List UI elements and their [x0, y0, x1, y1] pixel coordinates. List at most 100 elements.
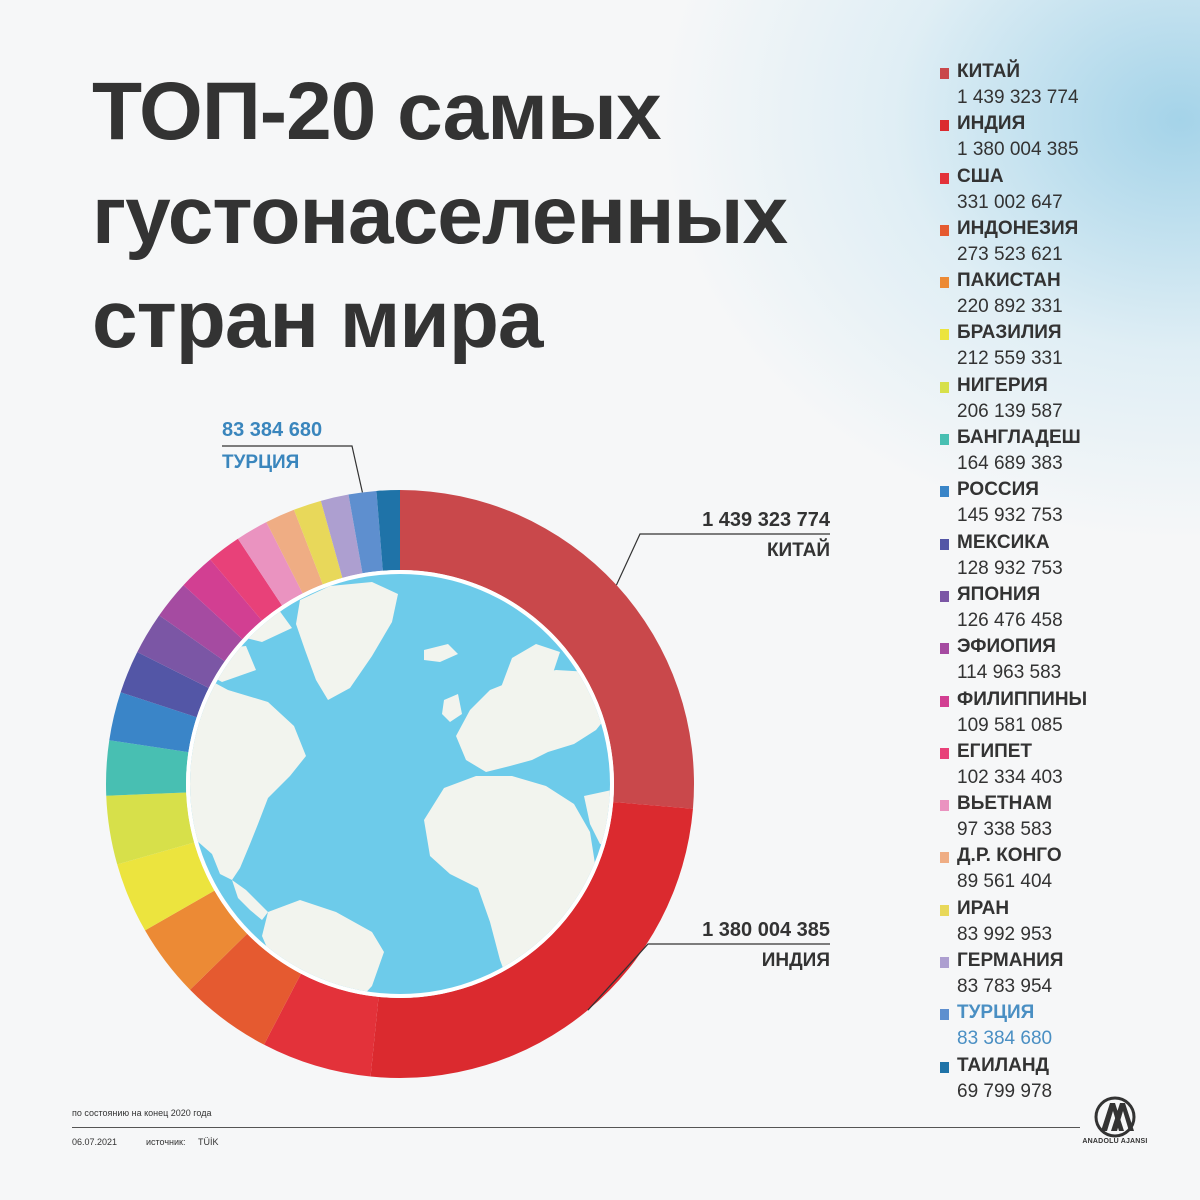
- callout-country-name: ТУРЦИЯ: [222, 452, 299, 473]
- legend-country-name: НИГЕРИЯ: [957, 374, 1048, 396]
- donut-slice-18: [320, 494, 363, 578]
- legend-population-value: 69 799 978: [957, 1080, 1053, 1102]
- legend-population-value: 206 139 587: [957, 400, 1063, 422]
- legend-population-value: 128 932 753: [957, 557, 1063, 579]
- donut-slice-20: [376, 490, 400, 571]
- legend-country-name: РОССИЯ: [957, 479, 1039, 501]
- legend-item: США 331 002 647: [940, 165, 1190, 217]
- callout-leader-line: [587, 943, 830, 1011]
- donut-slice-11: [137, 615, 225, 688]
- legend-country-name: БАНГЛАДЕШ: [957, 427, 1081, 449]
- legend-population-value: 102 334 403: [957, 766, 1063, 788]
- legend-swatch: [940, 486, 949, 498]
- legend-country-name: ЭФИОПИЯ: [957, 636, 1056, 658]
- legend-swatch: [940, 747, 949, 759]
- donut-slice-8: [105, 740, 189, 796]
- donut-slice-10: [120, 652, 209, 718]
- callouts: 1 439 323 774 КИТАЙ 1 380 004 385 ИНДИЯ 83 3…: [222, 419, 831, 1011]
- legend-population-value: 83 783 954: [957, 976, 1053, 998]
- footer-divider: [72, 1127, 1080, 1128]
- legend-population-value: 331 002 647: [957, 191, 1063, 213]
- donut-slice-2: [370, 802, 693, 1078]
- legend-population-value: 109 581 085: [957, 714, 1063, 736]
- legend-country-name: ФИЛИППИНЫ: [957, 688, 1088, 710]
- legend-population-value: 1 380 004 385: [957, 139, 1079, 161]
- legend-population-value: 89 561 404: [957, 871, 1053, 893]
- donut-chart: 1 439 323 774 КИТАЙ 1 380 004 385 ИНДИЯ 83 3…: [0, 400, 920, 1120]
- legend-country-name: ЕГИПЕТ: [957, 740, 1033, 762]
- legend-item: ИНДИЯ 1 380 004 385: [940, 112, 1190, 164]
- donut-slice-9: [109, 692, 197, 753]
- legend-country-name: ГЕРМАНИЯ: [957, 950, 1064, 972]
- footer-date: 06.07.2021: [72, 1137, 118, 1147]
- legend-population-value: 273 523 621: [957, 243, 1063, 265]
- legend-population-value: 97 338 583: [957, 819, 1053, 841]
- legend-item: ЭФИОПИЯ 114 963 583: [940, 635, 1190, 687]
- legend-country-name: ИНДИЯ: [957, 113, 1026, 135]
- legend-population-value: 114 963 583: [957, 662, 1062, 684]
- logo-text: ANADOLU AJANSI: [1082, 1138, 1148, 1145]
- callout-leader-line: [222, 445, 363, 493]
- legend-item: ВЬЕТНАМ 97 338 583: [940, 792, 1190, 844]
- legend-country-name: ЯПОНИЯ: [957, 583, 1041, 605]
- legend-swatch: [940, 852, 949, 864]
- chart-svg: 1 439 323 774 КИТАЙ 1 380 004 385 ИНДИЯ 83 3…: [105, 419, 831, 1078]
- legend-item: ЯПОНИЯ 126 476 458: [940, 583, 1190, 635]
- legend: КИТАЙ 1 439 323 774 ИНДИЯ 1 380 004 385 США 3…: [940, 60, 1190, 1106]
- legend-country-name: КИТАЙ: [957, 61, 1021, 82]
- donut-slice-17: [293, 500, 343, 585]
- anadolu-logo-icon: [1094, 1096, 1136, 1138]
- donut-slice-7: [106, 792, 195, 865]
- title-line-2: густонаселенных: [92, 170, 788, 261]
- legend-item: БРАЗИЛИЯ 212 559 331: [940, 321, 1190, 373]
- legend-swatch: [940, 434, 949, 446]
- legend-item: ТАИЛАНД 69 799 978: [940, 1054, 1190, 1106]
- legend-item: НИГЕРИЯ 206 139 587: [940, 374, 1190, 426]
- footer-source-label: источник:: [146, 1137, 186, 1147]
- legend-swatch: [940, 904, 949, 916]
- legend-population-value: 212 559 331: [957, 348, 1063, 370]
- legend-item: ПАКИСТАН 220 892 331: [940, 269, 1190, 321]
- donut-slices: [105, 490, 694, 1078]
- legend-item: МЕКСИКА 128 932 753: [940, 531, 1190, 583]
- legend-item: ГЕРМАНИЯ 83 783 954: [940, 949, 1190, 1001]
- legend-item: ЕГИПЕТ 102 334 403: [940, 740, 1190, 792]
- title-line-1: ТОП-20 самых: [92, 66, 662, 157]
- legend-country-name: ИРАН: [957, 897, 1010, 919]
- legend-item: Д.Р. КОНГО 89 561 404: [940, 844, 1190, 896]
- legend-item: ТУРЦИЯ 83 384 680: [940, 1001, 1190, 1053]
- legend-item: КИТАЙ 1 439 323 774: [940, 60, 1190, 112]
- legend-population-value: 145 932 753: [957, 505, 1063, 527]
- donut-slice-5: [145, 890, 248, 990]
- legend-country-name: США: [957, 165, 1004, 187]
- legend-item: ИРАН 83 992 953: [940, 897, 1190, 949]
- legend-population-value: 83 384 680: [957, 1028, 1053, 1050]
- legend-swatch: [940, 381, 949, 393]
- legend-country-name: ПАКИСТАН: [957, 270, 1061, 292]
- page-title: ТОП-20 самых густонаселенных стран мира: [92, 60, 892, 372]
- callout-leader-line: [615, 533, 830, 586]
- legend-population-value: 220 892 331: [957, 296, 1063, 318]
- legend-swatch: [940, 800, 949, 812]
- legend-swatch: [940, 277, 949, 289]
- legend-population-value: 83 992 953: [957, 923, 1053, 945]
- legend-country-name: Д.Р. КОНГО: [957, 845, 1062, 867]
- callout-country-name: ИНДИЯ: [762, 950, 830, 971]
- legend-swatch: [940, 643, 949, 655]
- legend-swatch: [940, 590, 949, 602]
- legend-swatch: [940, 224, 949, 236]
- callout-value: 1 439 323 774: [702, 509, 831, 531]
- legend-country-name: БРАЗИЛИЯ: [957, 322, 1062, 344]
- callout-value: 83 384 680: [222, 419, 322, 441]
- callout-value: 1 380 004 385: [702, 919, 830, 941]
- legend-population-value: 126 476 458: [957, 609, 1063, 631]
- legend-population-value: 1 439 323 774: [957, 87, 1079, 108]
- legend-item: ИНДОНЕЗИЯ 273 523 621: [940, 217, 1190, 269]
- legend-swatch: [940, 68, 949, 79]
- donut-slice-6: [117, 842, 215, 931]
- legend-swatch: [940, 695, 949, 707]
- legend-country-name: МЕКСИКА: [957, 531, 1050, 553]
- legend-swatch: [940, 957, 949, 969]
- legend-population-value: 164 689 383: [957, 453, 1063, 475]
- legend-country-name: ТАИЛАНД: [957, 1054, 1050, 1076]
